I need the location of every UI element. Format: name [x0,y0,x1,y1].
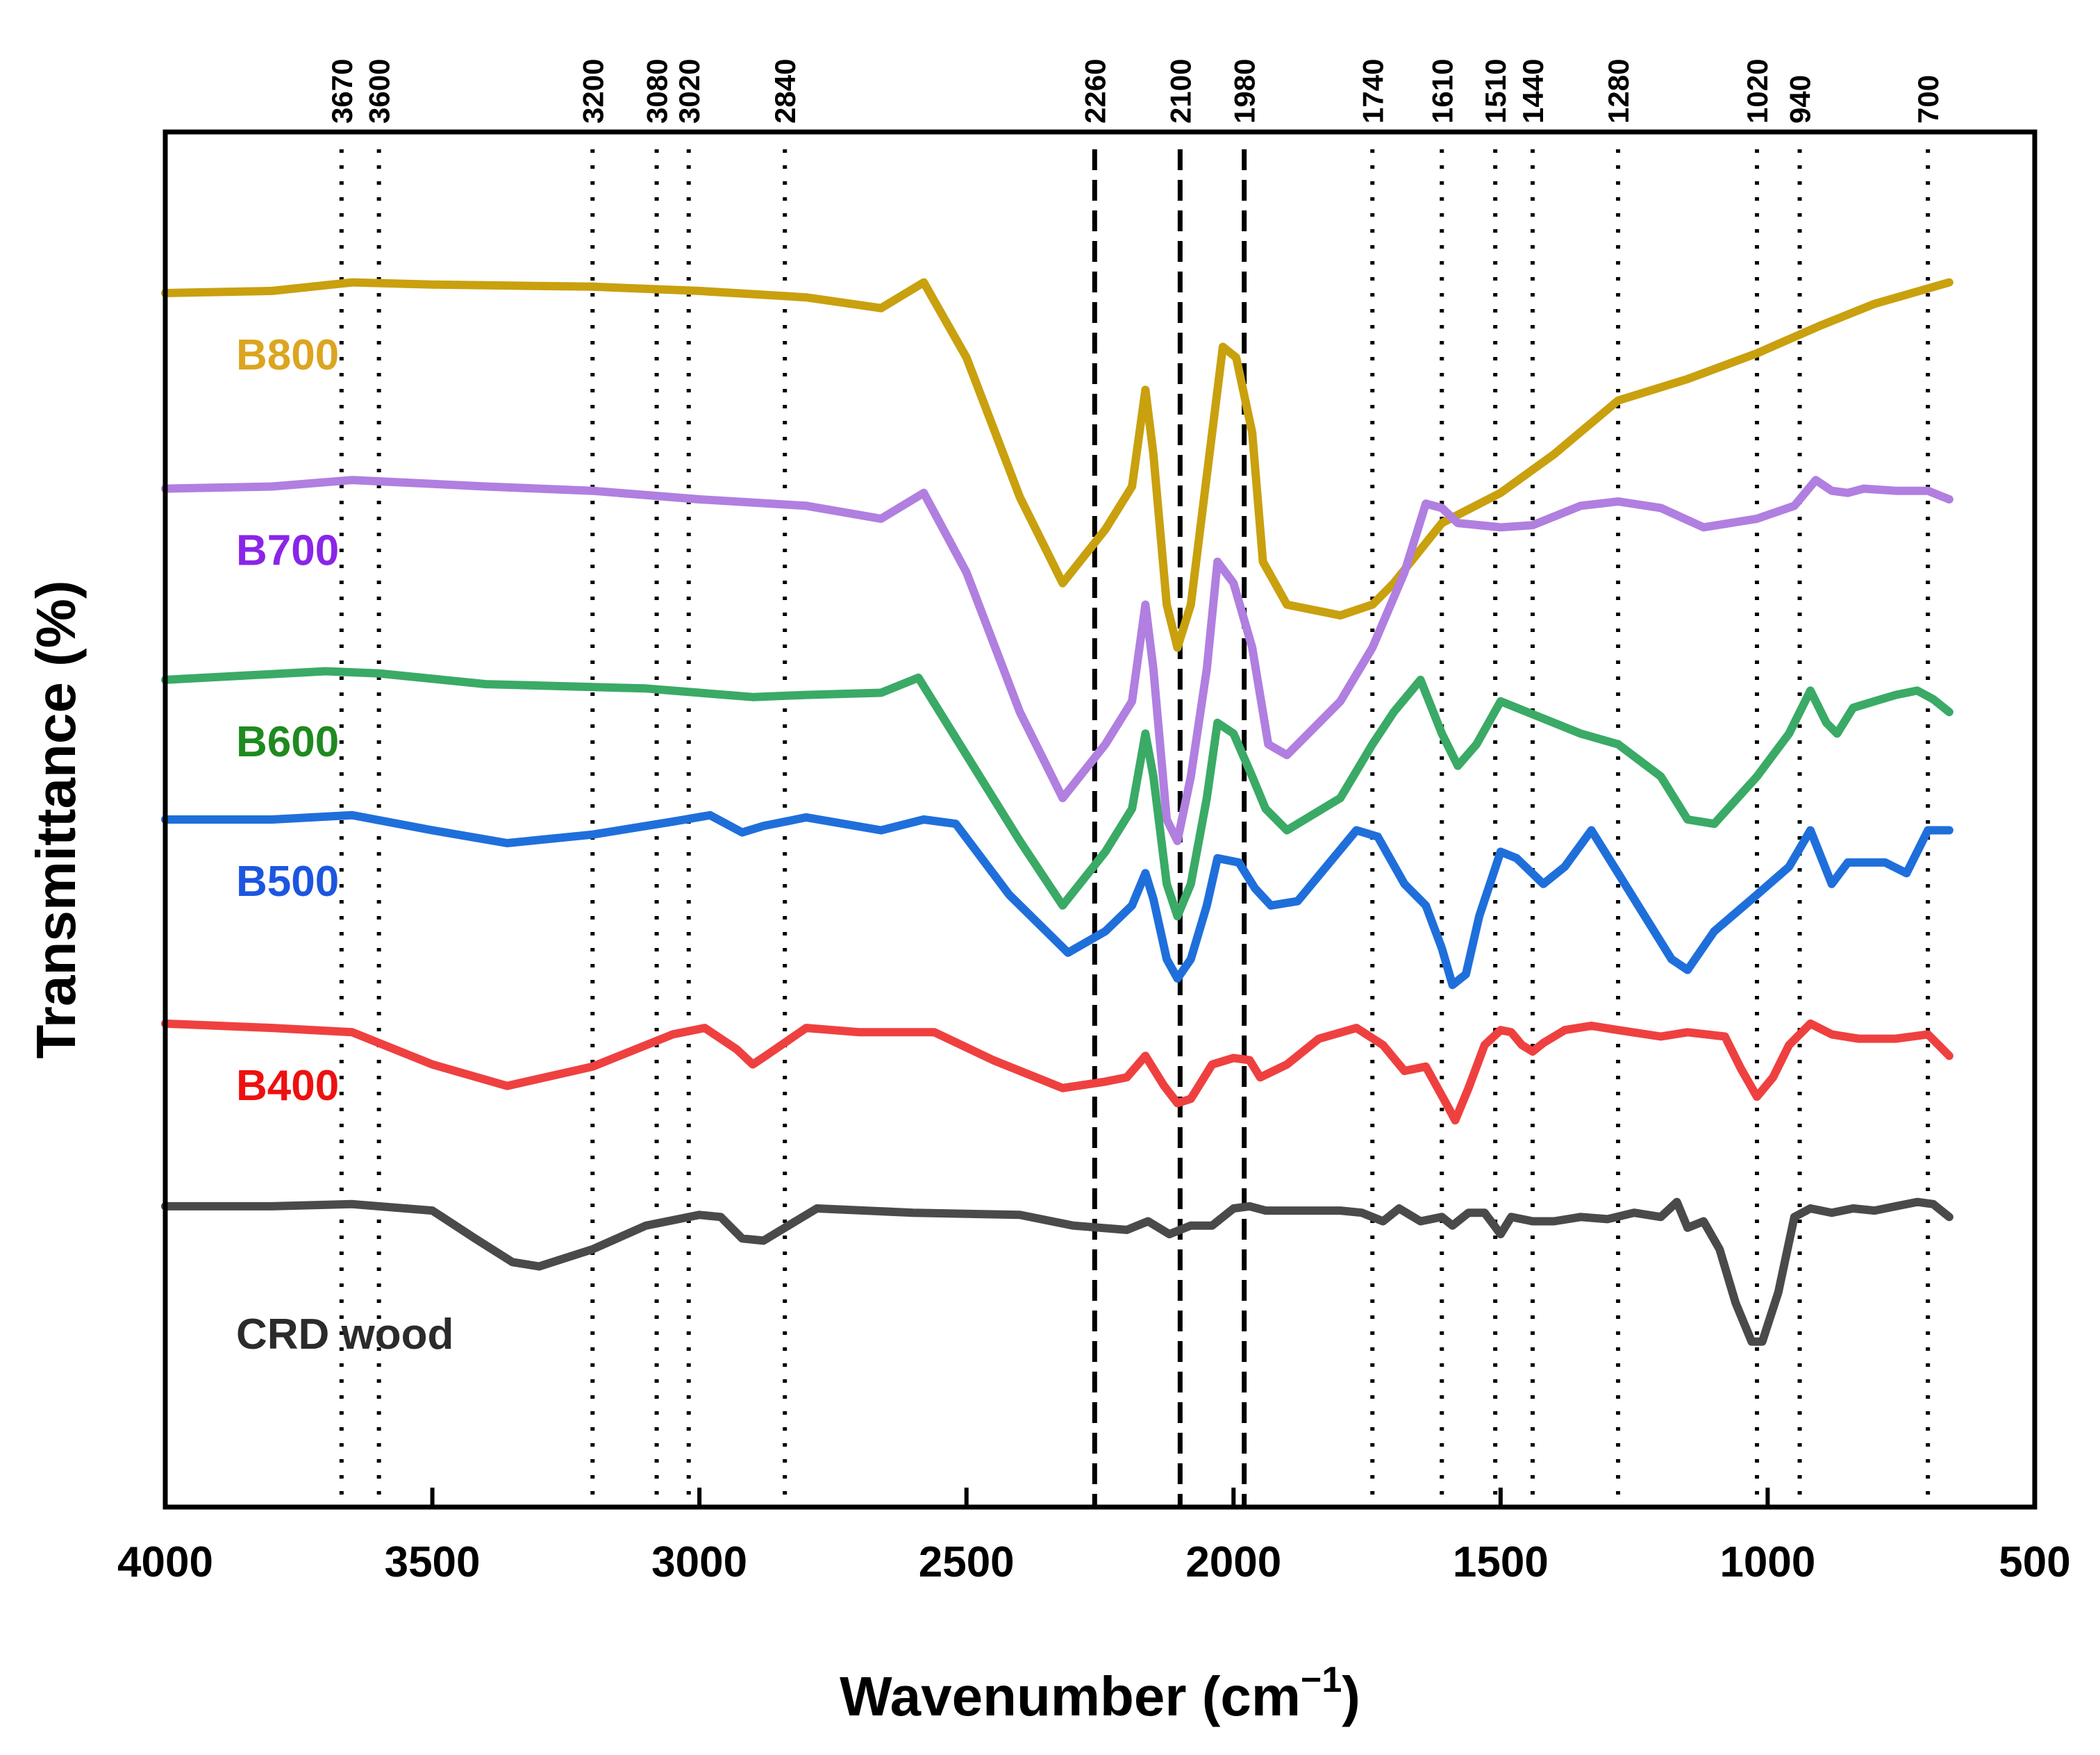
x-axis-title-superscript: −1 [1301,1660,1342,1700]
reference-line-label-3200: 3200 [576,59,609,124]
reference-line-label-3020: 3020 [673,59,706,124]
reference-line-label-700: 700 [1912,75,1944,124]
series-layer [161,278,1953,1346]
reference-line-label-1440: 1440 [1517,59,1549,124]
reference-line-label-1740: 1740 [1356,59,1389,124]
x-tick-label-2500: 2500 [919,1538,1015,1586]
series-label-b600: B600 [236,718,339,766]
series-label-crd-wood: CRD wood [236,1311,453,1358]
series-label-b700: B700 [236,527,339,575]
reference-line-label-1510: 1510 [1479,59,1512,124]
series-line-b600 [161,667,1953,921]
series-label-b400: B400 [236,1062,339,1110]
series-line-b400 [161,1019,1953,1125]
series-line-b800 [161,278,1953,652]
series-line-crd-wood [161,1197,1953,1346]
y-axis-title: Transmittance (%) [25,580,87,1058]
x-axis-title-suffix: ) [1342,1665,1360,1727]
reference-line-label-3600: 3600 [363,59,396,124]
reference-lines [339,149,1931,1507]
reference-line-label-2840: 2840 [769,59,801,124]
x-tick-label-1000: 1000 [1719,1538,1815,1586]
x-tick-label-4000: 4000 [117,1538,213,1586]
x-tick-label-500: 500 [1999,1538,2070,1586]
reference-line-label-3670: 3670 [326,59,358,124]
series-label-b800: B800 [236,331,339,379]
reference-line-label-2100: 2100 [1164,59,1197,124]
x-tick-label-3500: 3500 [385,1538,481,1586]
series-line-b700 [161,476,1953,845]
reference-line-label-3080: 3080 [641,59,674,124]
reference-line-label-1610: 1610 [1426,59,1458,124]
reference-line-label-1020: 1020 [1741,59,1774,124]
reference-line-label-2260: 2260 [1078,59,1111,124]
series-line-b500 [161,810,1953,990]
series-labels: B800 B700 B600 B500 B400 CRD wood [236,331,453,1358]
x-tick-label-1500: 1500 [1453,1538,1549,1586]
x-tick-label-2000: 2000 [1185,1538,1281,1586]
reference-line-label-1280: 1280 [1602,59,1635,124]
plot-frame [162,129,2038,1510]
series-label-b500: B500 [236,858,339,906]
reference-line-label-1980: 1980 [1228,59,1261,124]
reference-line-labels: 3670 3600 3200 3080 3020 2840 2260 2100 1980 1740… [326,59,1944,124]
x-tick-label-3000: 3000 [651,1538,747,1586]
reference-line-label-940: 940 [1784,75,1817,124]
x-axis-title: Wavenumber (cm−1) [840,1660,1360,1727]
x-axis-title-main: Wavenumber (cm [840,1665,1301,1727]
x-axis: 4000 3500 3000 2500 2000 1500 1000 500 [117,1488,2071,1586]
